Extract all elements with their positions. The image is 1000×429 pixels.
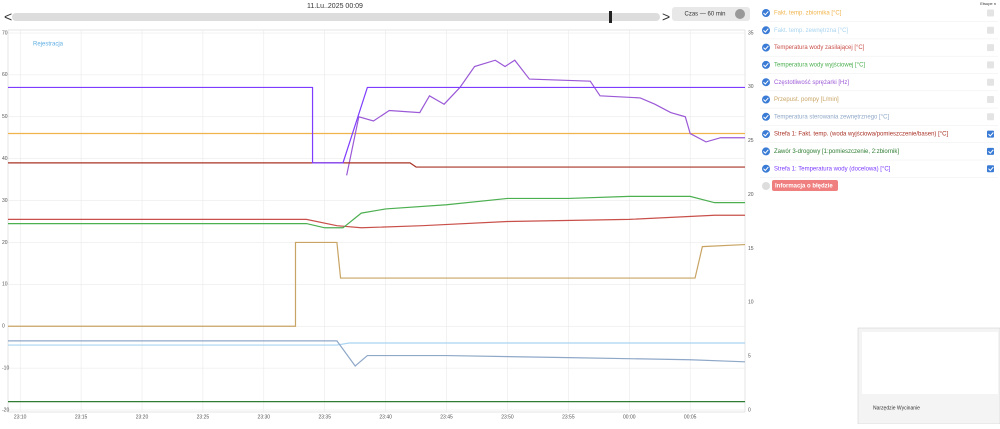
y-tick-label: 30 bbox=[2, 198, 8, 204]
dropdown-icon bbox=[735, 9, 745, 19]
y2-tick-label: 30 bbox=[748, 84, 754, 90]
legend-check bbox=[763, 97, 769, 103]
y-tick-label: 50 bbox=[2, 114, 8, 120]
y2-tick-label: 10 bbox=[748, 300, 754, 306]
legend-icon[interactable] bbox=[762, 130, 770, 139]
legend-icon[interactable] bbox=[762, 43, 770, 52]
legend-check bbox=[763, 28, 769, 33]
legend-checkbox[interactable] bbox=[987, 61, 994, 69]
next[interactable]: > bbox=[662, 9, 670, 25]
legend-check bbox=[763, 62, 769, 68]
legend-label: Strefa 1: Fakt. temp. (woda wyjściowa/po… bbox=[774, 132, 948, 138]
plot-area bbox=[7, 29, 746, 413]
legend-check bbox=[763, 114, 769, 120]
legend-checkbox[interactable] bbox=[987, 130, 994, 138]
series-line bbox=[8, 342, 745, 346]
legend-icon[interactable] bbox=[762, 95, 770, 104]
legend-checkbox[interactable] bbox=[987, 26, 994, 34]
error-badge[interactable] bbox=[772, 180, 838, 191]
x-tick-label: 23:55 bbox=[562, 414, 575, 420]
x-tick-label: 23:35 bbox=[318, 414, 331, 420]
range-select[interactable] bbox=[672, 7, 750, 21]
legend-icon[interactable] bbox=[762, 112, 770, 121]
legend-checkbox[interactable] bbox=[987, 9, 994, 17]
series-line bbox=[346, 59, 745, 176]
prev[interactable]: < bbox=[4, 9, 12, 25]
slider[interactable] bbox=[12, 13, 660, 21]
legend-check bbox=[763, 80, 769, 85]
x-tick-label: 23:40 bbox=[379, 414, 392, 420]
y-tick-label: 20 bbox=[2, 240, 8, 246]
legend-icon[interactable] bbox=[762, 164, 770, 173]
annotation: Rejestracja bbox=[33, 42, 64, 48]
x-tick-label: 00:05 bbox=[684, 414, 697, 420]
y2-tick-label: 15 bbox=[748, 246, 754, 252]
checkbox-tick bbox=[988, 132, 994, 137]
y2-tick-label: 20 bbox=[748, 192, 754, 198]
legend-icon[interactable] bbox=[762, 60, 770, 69]
legend-label: Zawór 3-drogowy [1:pomieszczenie, 2:zbio… bbox=[774, 149, 899, 155]
legend-icon[interactable] bbox=[762, 9, 770, 17]
legend-check bbox=[763, 166, 769, 172]
y2-tick-label: 0 bbox=[748, 407, 751, 413]
legend-check bbox=[763, 132, 769, 137]
y2-tick-label: 25 bbox=[748, 138, 754, 144]
legend-checkbox[interactable] bbox=[987, 147, 994, 155]
legend-checkbox[interactable] bbox=[987, 78, 994, 86]
x-tick-label: 23:20 bbox=[136, 414, 149, 420]
legend-icon[interactable] bbox=[762, 147, 770, 156]
snip-preview bbox=[862, 332, 998, 394]
x-tick-label: 23:10 bbox=[14, 414, 27, 420]
y-tick-label: -20 bbox=[2, 407, 9, 413]
legend-checkbox[interactable] bbox=[987, 96, 994, 103]
x-tick-label: 23:25 bbox=[197, 414, 210, 420]
legend-check bbox=[763, 11, 769, 16]
series-line bbox=[8, 195, 745, 229]
legend-label: Temperatura wody zasilającej [°C] bbox=[774, 45, 865, 51]
y-tick-label: 70 bbox=[2, 30, 8, 36]
y-tick-label: 60 bbox=[2, 72, 8, 78]
legend-label: Przepust. pompy [L/min] bbox=[774, 97, 839, 103]
legend-label: Temperatura sterowania zewnętrznego [°C] bbox=[774, 114, 889, 120]
error-info: Informacja o błędzie bbox=[775, 184, 833, 190]
checkbox-tick bbox=[988, 149, 994, 154]
legend-label: Strefa 1: Temperatura wody (docelowa) [°… bbox=[774, 166, 891, 172]
legend-label: Temperatura wody wyjściowej [°C] bbox=[774, 62, 865, 68]
legend-icon[interactable] bbox=[762, 26, 770, 35]
legend-icon[interactable] bbox=[762, 78, 770, 87]
legend-checkbox[interactable] bbox=[987, 113, 994, 121]
series-line bbox=[8, 241, 746, 327]
legend-check bbox=[763, 45, 769, 51]
legend-check bbox=[763, 149, 769, 154]
legend-checkbox[interactable] bbox=[987, 165, 994, 173]
corner: Etsupe n bbox=[980, 1, 996, 6]
range: Czas — 60 min bbox=[684, 12, 725, 18]
x-tick-label: 00:00 bbox=[623, 414, 636, 420]
legend-checkbox[interactable] bbox=[987, 44, 994, 52]
legend-label: Fakt. temp. zewnętrzna [°C] bbox=[774, 28, 848, 34]
series-line bbox=[8, 86, 745, 164]
x-tick-label: 23:30 bbox=[258, 414, 271, 420]
x-tick-label: 23:50 bbox=[501, 414, 514, 420]
y2-tick-label: 35 bbox=[748, 30, 754, 36]
series-line bbox=[8, 162, 745, 168]
date: 11.Lu..2025 00:09 bbox=[307, 3, 363, 10]
y2-tick-label: 5 bbox=[748, 353, 751, 359]
y-tick-label: -10 bbox=[2, 365, 9, 371]
legend-label: Częstotliwość sprężarki [Hz] bbox=[774, 80, 849, 86]
y-tick-label: 10 bbox=[2, 282, 8, 288]
series-line bbox=[8, 214, 745, 229]
x-tick-label: 23:15 bbox=[75, 414, 88, 420]
snip-title: Narzędzie Wycinanie bbox=[873, 405, 920, 411]
y-tick-label: 40 bbox=[2, 156, 8, 162]
x-tick-label: 23:45 bbox=[440, 414, 453, 420]
checkbox-tick bbox=[988, 166, 994, 172]
legend-label: Fakt. temp. zbiornika [°C] bbox=[774, 11, 842, 17]
series-line bbox=[8, 340, 746, 367]
slider-handle[interactable] bbox=[609, 11, 612, 23]
y-tick-label: 0 bbox=[2, 324, 5, 330]
error-icon bbox=[762, 182, 770, 190]
